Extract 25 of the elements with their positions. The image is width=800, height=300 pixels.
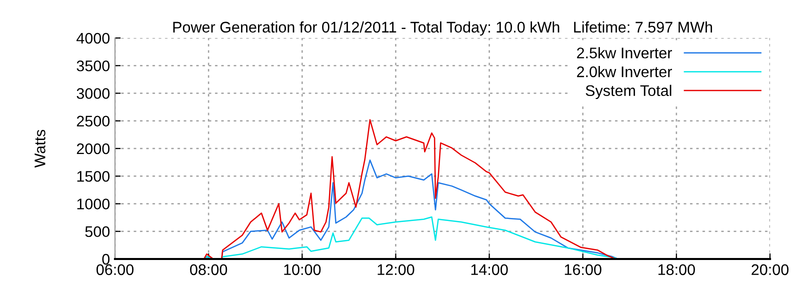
y-tick-label: 0 xyxy=(102,254,110,265)
y-tick-label: 2500 xyxy=(76,116,110,127)
x-tick-label: 12:00 xyxy=(378,264,414,276)
y-axis-title: Watts xyxy=(34,130,46,168)
y-tick-label: 3000 xyxy=(76,88,110,99)
y-tick-label: 500 xyxy=(85,226,110,238)
y-tick-label: 3500 xyxy=(76,60,110,72)
legend-label: 2.5kw Inverter xyxy=(577,47,672,58)
y-tick-label: 1500 xyxy=(77,170,110,182)
x-tick-label: 18:00 xyxy=(658,264,695,276)
x-tick-label: 08:00 xyxy=(190,264,228,276)
x-tick-label: 06:00 xyxy=(96,264,134,276)
line-series xyxy=(203,159,619,259)
chart-title: Power Generation for 01/12/2011 - Total Today: 10.0 kWh Lifetime: 7.597 MWh xyxy=(173,21,712,36)
line-series xyxy=(203,119,616,259)
x-tick-label: 16:00 xyxy=(564,264,602,276)
x-tick-label: 20:00 xyxy=(752,264,789,276)
y-tick-label: 1000 xyxy=(77,198,110,210)
line-series xyxy=(203,216,619,259)
legend-label: 2.0kw Inverter xyxy=(577,66,672,78)
legend-label: System Total xyxy=(586,84,672,100)
y-tick-label: 4000 xyxy=(76,32,110,44)
x-tick-label: 14:00 xyxy=(471,264,508,276)
x-tick-label: 10:00 xyxy=(284,264,321,276)
y-tick-label: 2000 xyxy=(76,143,110,154)
